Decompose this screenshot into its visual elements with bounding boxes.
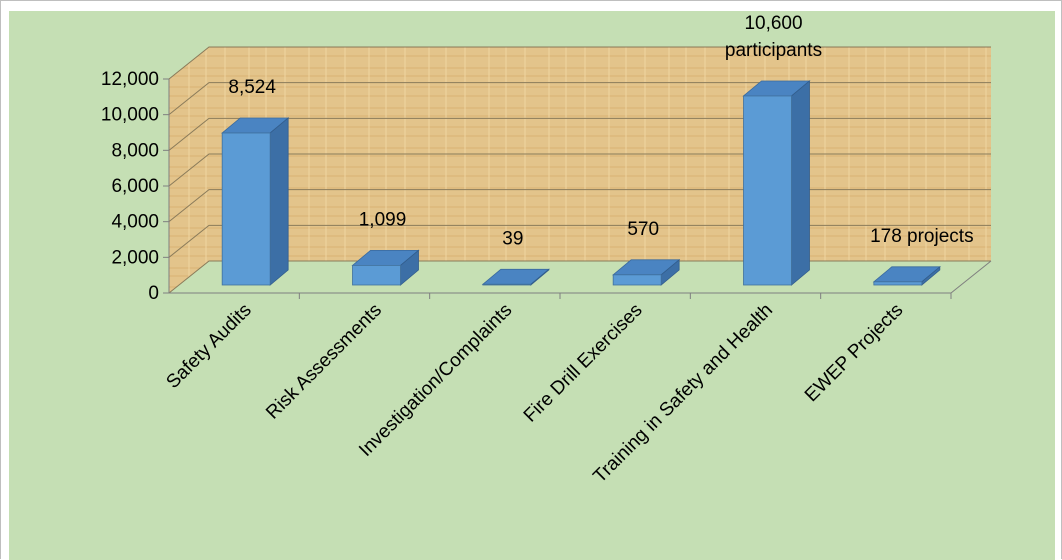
bar-front-face [482, 283, 532, 286]
y-axis-ticks: 0 2,000 4,000 6,000 8,000 10,000 12,000 [101, 69, 169, 304]
data-label: participants [725, 40, 822, 61]
bar [612, 258, 681, 286]
data-label: 39 [502, 228, 523, 249]
bars [221, 80, 941, 286]
data-label: 1,099 [359, 209, 407, 230]
bar-front-face [743, 95, 792, 286]
bar [872, 265, 941, 286]
y-tick-label: 12,000 [101, 69, 159, 90]
y-tick-label: 10,000 [101, 105, 159, 126]
bar [481, 268, 550, 286]
gridline [168, 46, 991, 80]
gridline [168, 82, 991, 116]
bar-side-face [791, 80, 810, 286]
gridline [168, 224, 991, 258]
y-tick-label: 2,000 [111, 247, 159, 268]
bar-front-face [873, 281, 923, 286]
data-label: 178 projects [870, 226, 974, 247]
y-tick-label: 4,000 [111, 212, 159, 233]
bar-front-face [612, 274, 662, 286]
bar [351, 249, 420, 286]
chart-floor [169, 261, 991, 293]
gridline [168, 153, 991, 187]
gridline [168, 260, 991, 294]
y-tick-label: 0 [148, 283, 159, 304]
bar [221, 117, 290, 286]
data-label: 570 [627, 219, 659, 240]
bar-front-face [352, 265, 401, 286]
gridline [168, 189, 991, 223]
y-tick-label: 6,000 [111, 176, 159, 197]
y-tick-label: 8,000 [111, 140, 159, 161]
data-label: 10,600 [744, 13, 802, 34]
bar-front-face [221, 132, 271, 286]
gridlines [168, 46, 991, 294]
bar [742, 80, 811, 286]
data-label: 8,524 [228, 77, 276, 98]
gridline [168, 117, 991, 151]
bar-side-face [269, 117, 289, 286]
data-labels: 8,524 1,099 39 570 10,600 participants 178 pro… [228, 13, 973, 249]
